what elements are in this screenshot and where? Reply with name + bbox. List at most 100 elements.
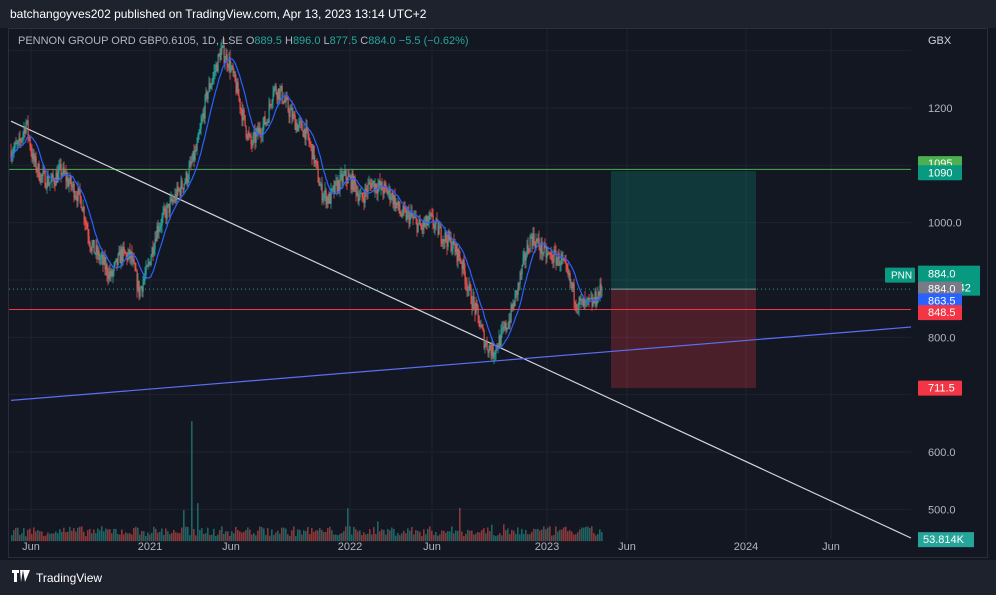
volume-bar [155,528,157,542]
candle-body [174,193,176,202]
candle-body [178,189,180,191]
volume-bar [99,530,101,542]
volume-bar [215,535,217,542]
candle-body [77,188,79,202]
candle-body [44,171,46,188]
candle-body [16,143,18,145]
volume-bar [403,530,405,542]
level-1090-badge[interactable] [918,165,962,181]
candle-body [105,264,107,270]
candle-body [155,238,157,242]
candle-body [156,225,158,242]
volume-bar [509,534,511,542]
candle-body [74,196,76,198]
volume-bar [315,530,317,542]
candle-body [236,82,238,93]
volume-bar [227,531,229,542]
candle-body [389,187,391,200]
candle-body [27,120,29,136]
candle-body [587,297,589,299]
candle-body [196,142,198,151]
volume-bar [25,536,27,542]
candle-body [135,270,137,272]
symbol-badge[interactable] [885,267,915,283]
chart-area[interactable]: 1200 1000.0 800.0 600.0 500.0 Jun 2021 Jun 2022 J… [8,28,988,558]
candle-body [42,171,44,176]
candle-body [243,109,245,116]
candle-body [379,181,381,188]
volume-bar [23,527,25,542]
candle-body [554,250,556,252]
volume-bar [269,535,271,542]
candle-body [342,175,344,183]
candle-body [232,66,234,74]
stop-price-badge[interactable] [918,380,962,396]
volume-bar [39,531,41,542]
candle-body [417,223,419,233]
candle-body [289,110,291,117]
candle-body [215,64,217,71]
candle-body [62,167,64,175]
candle-body [485,342,487,346]
candle-body [193,151,195,161]
tradingview-logo[interactable]: TradingView [12,570,102,585]
candle-body [59,164,61,167]
volume-bar [461,531,463,542]
volume-bar [53,533,55,542]
volume-bar [51,533,53,542]
volume-bar [531,531,533,542]
candle-body [531,236,533,246]
position-stop-zone[interactable] [611,289,756,389]
descending-trendline[interactable] [10,120,912,539]
candle-body [402,206,404,216]
candle-body [308,137,310,143]
candle-body [550,253,552,255]
position-target-zone[interactable] [611,171,756,290]
volume-bar [277,530,279,542]
volume-bar [343,531,345,542]
candle-body [164,208,166,211]
candle-body [579,297,581,301]
candle-body [564,260,566,262]
entry-price-badge[interactable] [918,281,962,297]
candle-body [566,264,568,270]
volume-bar [369,529,371,542]
candle-body [519,273,521,284]
chart-svg[interactable]: 1200 1000.0 800.0 600.0 500.0 Jun 2021 Jun 2022 J… [9,29,987,557]
volume-bar [569,530,571,542]
volume-bar [495,536,497,542]
volume-badge[interactable] [918,532,974,548]
candle-body [283,99,285,104]
candle-body [600,283,602,291]
ma-value-badge[interactable] [918,293,962,309]
volume-bar [223,534,225,542]
candle-body [192,151,194,162]
candle-body [137,280,139,291]
volume-bar [373,527,375,542]
candle-body [369,182,371,184]
candle-body [366,190,368,193]
ascending-trendline[interactable] [10,326,912,401]
volume-bar [199,530,201,542]
moving-average-line[interactable] [10,58,603,351]
volume-bar [279,533,281,542]
candle-body [468,283,470,289]
candle-body [169,200,171,213]
volume-bar [107,529,109,542]
candle-body [514,293,516,307]
level-848-badge[interactable] [918,305,962,321]
candle-body [240,108,242,110]
candle-body [140,286,142,288]
candle-body [324,189,326,195]
candle-body [161,216,163,226]
volume-bar [395,535,397,542]
volume-bar [381,529,383,542]
candle-body [83,207,85,220]
volume-bar [321,529,323,542]
candle-body [123,246,125,251]
volume-bar [471,530,473,542]
candle-body [85,222,87,224]
candle-body [530,236,532,238]
volume-bar [377,521,379,542]
candle-body [405,209,407,220]
